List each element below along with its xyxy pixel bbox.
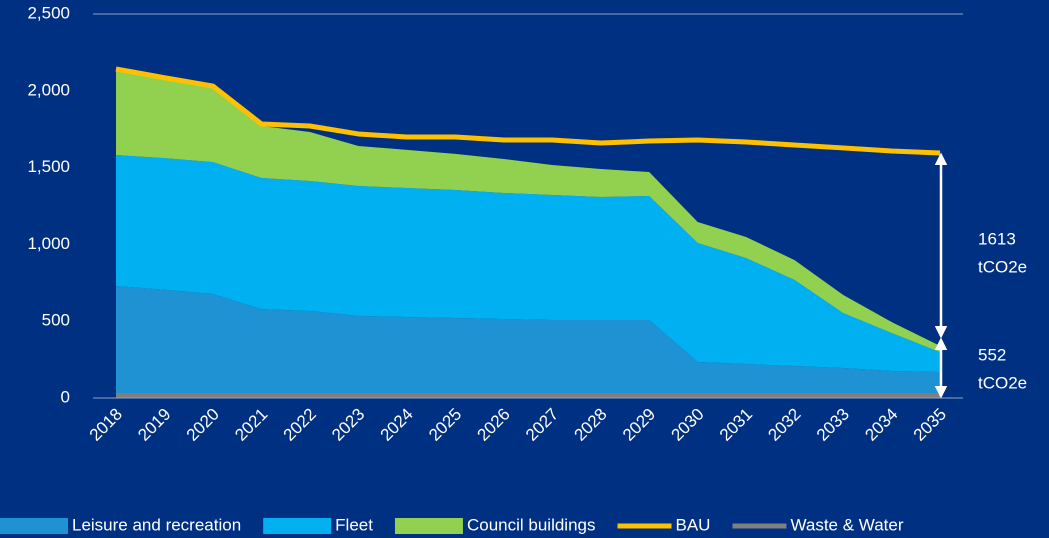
y-tick-label: 0 — [61, 387, 70, 406]
legend-label: BAU — [676, 515, 711, 534]
legend-swatch — [0, 518, 68, 534]
y-tick-label: 1,000 — [27, 234, 70, 253]
legend-swatch — [263, 518, 332, 534]
legend-label: Council buildings — [467, 515, 596, 534]
y-tick-label: 500 — [42, 311, 70, 330]
area — [116, 155, 940, 373]
annotation: 1613 — [978, 229, 1016, 248]
y-tick-label: 1,500 — [27, 157, 70, 176]
legend-label: Waste & Water — [790, 515, 903, 534]
area — [116, 286, 940, 398]
annotation: 552 — [978, 345, 1006, 364]
annotation: tCO2e — [978, 373, 1027, 392]
line — [115, 66, 941, 156]
y-tick-label: 2,000 — [27, 80, 70, 99]
annotation: tCO2e — [978, 257, 1027, 276]
legend-label: Leisure and recreation — [72, 515, 241, 534]
plot-area — [115, 66, 941, 399]
legend-label: Fleet — [335, 515, 373, 534]
legend: Leisure and recreation Fleet Council build… — [0, 515, 904, 534]
legend-swatch — [394, 518, 463, 534]
y-tick-label: 2,500 — [27, 3, 70, 22]
area — [116, 70, 940, 353]
